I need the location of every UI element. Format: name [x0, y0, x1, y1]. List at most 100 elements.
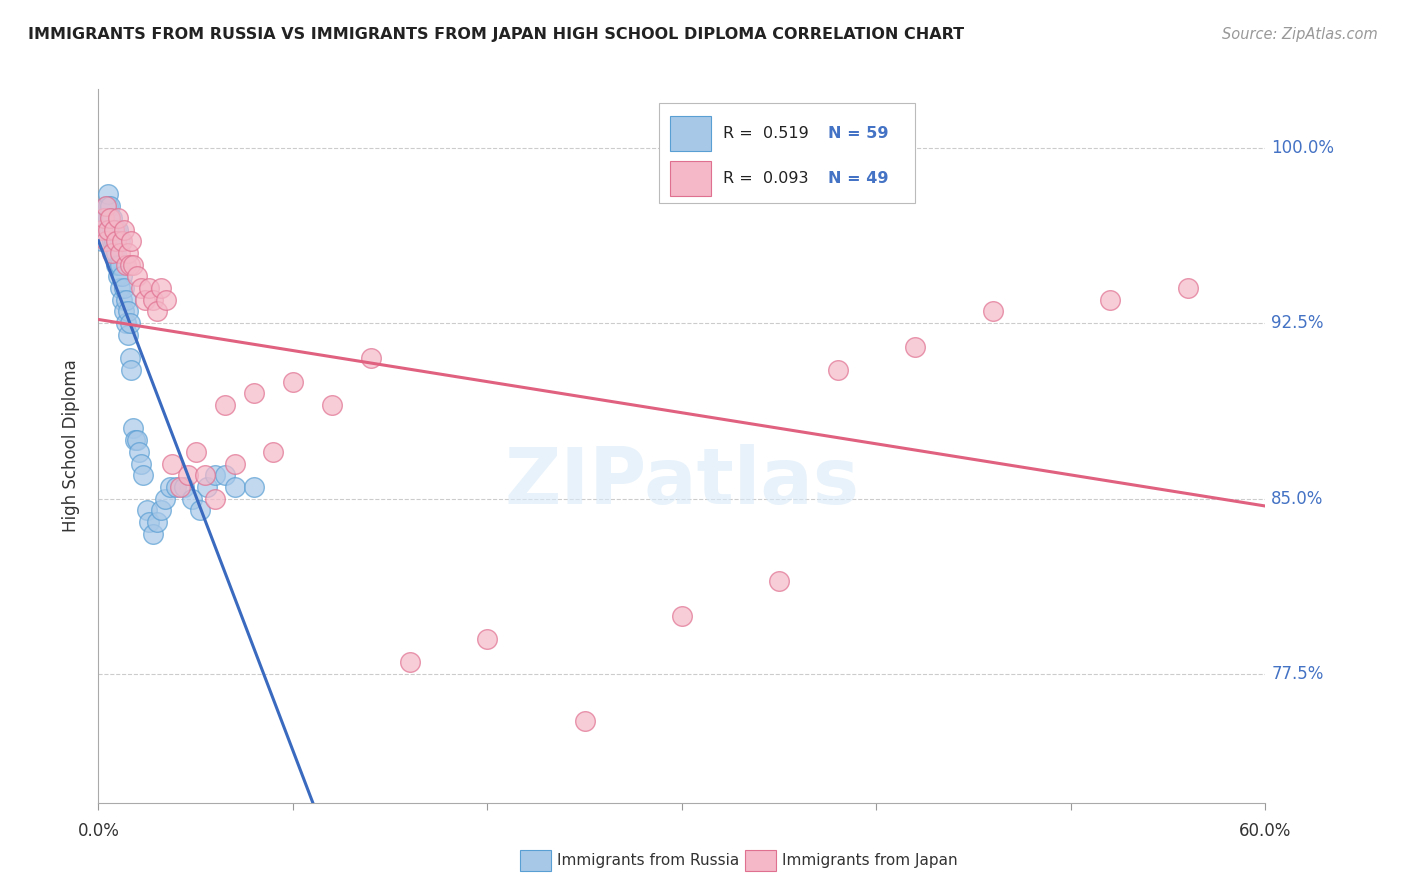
- Point: [101, 222, 124, 236]
- Point: [108, 281, 131, 295]
- Point: [127, 269, 149, 284]
- Point: [97, 187, 120, 202]
- Text: N = 49: N = 49: [828, 171, 889, 186]
- Text: 0.0%: 0.0%: [77, 822, 120, 839]
- FancyBboxPatch shape: [658, 103, 915, 203]
- Point: [574, 714, 596, 728]
- Point: [91, 222, 114, 236]
- Text: Immigrants from Japan: Immigrants from Japan: [782, 854, 957, 868]
- Point: [981, 304, 1004, 318]
- Point: [114, 258, 136, 272]
- Point: [108, 258, 131, 272]
- Point: [107, 222, 129, 236]
- Point: [224, 457, 246, 471]
- Point: [104, 246, 127, 260]
- Point: [107, 269, 129, 284]
- Point: [93, 222, 115, 236]
- FancyBboxPatch shape: [671, 116, 711, 152]
- Point: [112, 304, 135, 318]
- Point: [124, 433, 146, 447]
- Point: [262, 445, 284, 459]
- Point: [138, 281, 160, 295]
- Point: [153, 491, 176, 506]
- Point: [93, 211, 115, 225]
- Point: [398, 656, 420, 670]
- Point: [149, 281, 172, 295]
- Point: [101, 246, 124, 260]
- Point: [103, 222, 125, 236]
- Point: [204, 491, 226, 506]
- Point: [98, 199, 121, 213]
- Point: [127, 433, 149, 447]
- Point: [98, 211, 121, 225]
- Point: [107, 258, 129, 272]
- Point: [129, 457, 152, 471]
- Point: [321, 398, 343, 412]
- Point: [138, 515, 160, 529]
- Point: [96, 199, 118, 213]
- Point: [768, 574, 790, 588]
- Point: [107, 211, 129, 225]
- Point: [360, 351, 382, 366]
- Point: [97, 211, 120, 225]
- Point: [214, 468, 236, 483]
- Point: [173, 480, 195, 494]
- Point: [195, 480, 218, 494]
- Point: [194, 468, 217, 483]
- Point: [118, 351, 141, 366]
- Point: [904, 340, 927, 354]
- Point: [132, 468, 155, 483]
- Point: [1098, 293, 1121, 307]
- Point: [128, 445, 150, 459]
- Point: [165, 480, 187, 494]
- Point: [122, 258, 145, 272]
- Text: Source: ZipAtlas.com: Source: ZipAtlas.com: [1222, 27, 1378, 42]
- Point: [103, 246, 125, 260]
- Text: R =  0.519: R = 0.519: [723, 126, 808, 141]
- Text: IMMIGRANTS FROM RUSSIA VS IMMIGRANTS FROM JAPAN HIGH SCHOOL DIPLOMA CORRELATION : IMMIGRANTS FROM RUSSIA VS IMMIGRANTS FRO…: [28, 27, 965, 42]
- Point: [103, 222, 125, 236]
- Point: [101, 211, 124, 225]
- Point: [169, 480, 191, 494]
- Text: 100.0%: 100.0%: [1271, 138, 1334, 157]
- Point: [671, 608, 693, 623]
- Point: [108, 234, 131, 248]
- Point: [96, 211, 118, 225]
- Point: [243, 480, 266, 494]
- Point: [184, 445, 207, 459]
- Point: [159, 480, 181, 494]
- Point: [104, 234, 127, 248]
- Point: [117, 304, 139, 318]
- FancyBboxPatch shape: [671, 161, 711, 196]
- Text: 77.5%: 77.5%: [1271, 665, 1323, 683]
- Point: [104, 234, 127, 248]
- Point: [177, 468, 200, 483]
- Point: [122, 421, 145, 435]
- Point: [111, 293, 134, 307]
- Point: [103, 234, 125, 248]
- Point: [114, 293, 136, 307]
- Point: [142, 293, 165, 307]
- Point: [117, 246, 139, 260]
- Point: [108, 246, 131, 260]
- Point: [146, 304, 169, 318]
- Text: 60.0%: 60.0%: [1239, 822, 1292, 839]
- Text: Immigrants from Russia: Immigrants from Russia: [557, 854, 740, 868]
- Text: 85.0%: 85.0%: [1271, 490, 1323, 508]
- Point: [104, 258, 127, 272]
- Point: [243, 386, 266, 401]
- Point: [121, 363, 143, 377]
- Point: [155, 293, 177, 307]
- Point: [134, 293, 156, 307]
- Point: [91, 234, 114, 248]
- Point: [112, 281, 135, 295]
- Point: [111, 234, 134, 248]
- Point: [149, 503, 172, 517]
- Point: [118, 316, 141, 330]
- Y-axis label: High School Diploma: High School Diploma: [62, 359, 80, 533]
- Point: [142, 526, 165, 541]
- Point: [204, 468, 226, 483]
- Point: [111, 269, 134, 284]
- Point: [180, 491, 202, 506]
- Point: [281, 375, 304, 389]
